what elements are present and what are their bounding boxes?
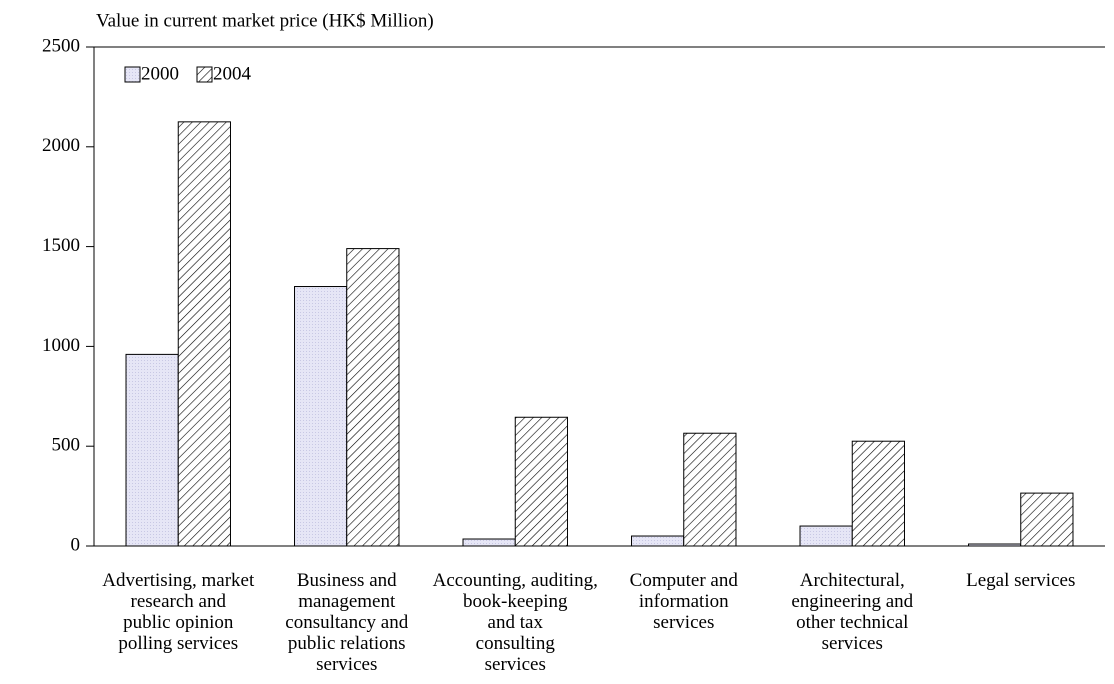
x-tick-label: Architectural, engineering and other techn… — [791, 570, 913, 654]
bar — [294, 286, 348, 547]
y-tick-label: 2500 — [42, 35, 80, 56]
y-tick-label: 500 — [52, 435, 81, 456]
bar — [462, 538, 516, 547]
x-tick-label: Business and management consultancy and pub… — [285, 570, 408, 675]
legend-swatch — [124, 66, 141, 83]
y-axis-label: Value in current market price (HK$ Milli… — [96, 10, 434, 31]
bar — [968, 543, 1022, 547]
x-tick-label: Accounting, auditing, book-keeping and tax… — [433, 570, 598, 675]
y-tick-label: 2000 — [42, 135, 80, 156]
bar — [177, 121, 231, 547]
bar — [683, 432, 737, 547]
legend-label: 2004 — [213, 63, 252, 84]
x-tick-label: Computer and information services — [630, 570, 739, 633]
bar — [631, 535, 685, 547]
bar — [1020, 492, 1074, 547]
bar — [799, 525, 853, 547]
x-tick-label: Legal services — [966, 570, 1075, 591]
y-tick-label: 1500 — [42, 235, 80, 256]
bar — [346, 248, 400, 547]
y-tick-label: 0 — [71, 534, 81, 555]
bar — [851, 440, 905, 547]
legend-swatch — [196, 66, 213, 83]
y-tick-label: 1000 — [42, 335, 80, 356]
bar — [514, 416, 568, 547]
bar — [125, 353, 179, 547]
x-tick-label: Advertising, market research and public op… — [102, 570, 255, 654]
legend-label: 2000 — [141, 63, 179, 84]
